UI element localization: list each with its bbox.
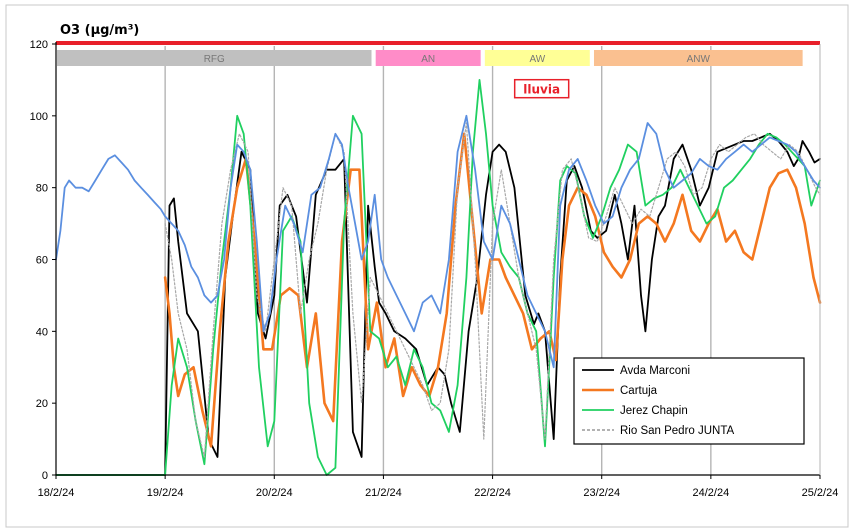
chart-frame bbox=[5, 4, 849, 528]
legend-item-label: Cartuja bbox=[620, 385, 658, 397]
x-tick-label: 25/2/24 bbox=[802, 487, 839, 499]
x-tick-label: 20/2/24 bbox=[256, 487, 293, 499]
x-tick-label: 22/2/24 bbox=[474, 487, 511, 499]
weather-band-label: RFG bbox=[204, 54, 225, 65]
x-tick-label: 23/2/24 bbox=[583, 487, 620, 499]
weather-band bbox=[375, 50, 481, 66]
y-tick-label: 20 bbox=[36, 398, 48, 410]
annotation-box bbox=[513, 78, 570, 99]
y-tick-label: 120 bbox=[30, 39, 48, 51]
y-tick-label: 40 bbox=[36, 326, 48, 338]
top-red-bar bbox=[56, 41, 820, 45]
legend-item-label: Avda Marconi bbox=[620, 365, 690, 377]
y-tick-label: 80 bbox=[36, 183, 48, 195]
y-tick-label: 0 bbox=[42, 470, 48, 482]
series-line-5 bbox=[55, 114, 821, 369]
x-tick-label: 24/2/24 bbox=[693, 487, 730, 499]
series-line-2 bbox=[163, 132, 822, 448]
weather-band bbox=[593, 50, 803, 66]
legend-item-label: Rio San Pedro JUNTA bbox=[620, 425, 735, 437]
x-tick-label: 18/2/24 bbox=[38, 487, 75, 499]
series-line-3 bbox=[55, 79, 821, 476]
annotation-label: lluvia bbox=[523, 83, 560, 97]
weather-band-label: AW bbox=[529, 54, 545, 65]
y-tick-label: 100 bbox=[30, 111, 48, 123]
y-tick-label: 60 bbox=[36, 255, 48, 267]
x-tick-label: 21/2/24 bbox=[365, 487, 402, 499]
weather-band-label: ANW bbox=[687, 54, 711, 65]
weather-band-label: AN bbox=[421, 54, 435, 65]
series-line-4 bbox=[164, 122, 821, 458]
weather-band bbox=[57, 50, 372, 66]
x-tick-label: 19/2/24 bbox=[147, 487, 184, 499]
legend-item-label: Jerez Chapin bbox=[620, 405, 688, 417]
chart-title: O3 (µg/m³) bbox=[60, 23, 139, 38]
weather-band bbox=[484, 50, 590, 66]
